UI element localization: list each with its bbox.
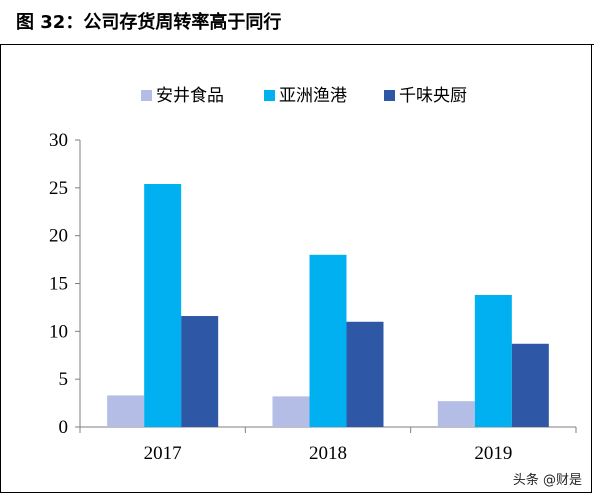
bar: [511, 343, 549, 427]
bar: [437, 401, 475, 427]
x-axis: 2017 2018 2019: [79, 426, 577, 464]
bar: [107, 395, 145, 427]
y-tick-label: 0: [59, 417, 69, 438]
legend-swatch: [384, 90, 395, 101]
x-tick-label: 2018: [309, 443, 347, 464]
bar: [144, 184, 182, 427]
bar: [474, 294, 512, 427]
x-tick-label: 2019: [474, 443, 512, 464]
figure-title: 图 32：公司存货周转率高于同行: [16, 12, 282, 33]
x-tick-label: 2017: [144, 443, 182, 464]
y-axis: 0 5 10 15 20 25 30: [49, 130, 81, 438]
chart-frame: [0, 45, 592, 493]
chart-legend: 安井食品 亚洲渔港 千味央厨: [141, 86, 467, 106]
legend-label: 千味央厨: [399, 86, 467, 106]
bar-series-group: [107, 184, 549, 427]
bar: [181, 316, 219, 427]
y-tick-label: 5: [59, 369, 69, 390]
bar: [346, 321, 384, 427]
bar: [272, 396, 310, 427]
legend-label: 亚洲渔港: [279, 86, 347, 106]
y-tick-label: 25: [49, 178, 68, 199]
y-tick-label: 20: [49, 226, 68, 247]
bar: [309, 254, 347, 427]
watermark: 头条 @财是: [512, 473, 582, 488]
title-divider: [0, 44, 594, 45]
y-tick-label: 30: [49, 130, 68, 151]
legend-swatch: [141, 90, 152, 101]
y-tick-label: 10: [49, 321, 68, 342]
y-tick-label: 15: [49, 274, 68, 295]
legend-swatch: [264, 90, 275, 101]
legend-label: 安井食品: [156, 86, 224, 106]
